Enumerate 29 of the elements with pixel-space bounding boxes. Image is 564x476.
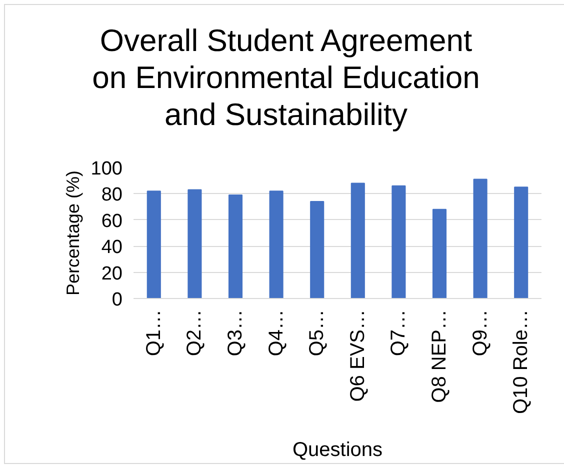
x-tick-label: Q10 Role…	[510, 309, 532, 414]
bar	[188, 189, 202, 298]
y-tick-label: 40	[101, 237, 123, 258]
bar	[228, 194, 243, 298]
bar	[269, 190, 284, 298]
x-tick-label: Q6 EVS…	[346, 309, 369, 402]
bar	[514, 186, 528, 298]
bar	[146, 190, 161, 298]
y-tick-label: 0	[112, 290, 123, 310]
bar	[310, 201, 324, 298]
chart-title: Overall Student Agreement on Environmental Education and Sustainability	[92, 22, 480, 134]
x-tick-label: Q7…	[388, 309, 410, 356]
y-tick-label: 100	[90, 158, 122, 180]
bar	[432, 208, 447, 298]
x-tick-label: Q3…	[224, 309, 246, 356]
y-tick-label: 20	[101, 263, 123, 284]
bar	[473, 178, 488, 298]
y-tick-label: 60	[101, 210, 123, 232]
x-tick-label: Q9…	[469, 309, 492, 356]
x-tick-label: Q5…	[306, 309, 328, 356]
x-tick-label: Q2…	[184, 309, 206, 356]
y-axis-title: Percentage (%)	[62, 170, 83, 296]
x-axis-title: Questions	[292, 438, 383, 461]
x-tick-label: Q8 NEP…	[428, 310, 450, 403]
bar	[392, 185, 406, 298]
x-tick-label: Q4…	[265, 309, 288, 356]
x-tick-label: Q1…	[142, 309, 165, 356]
bar	[350, 182, 365, 298]
y-tick-label: 80	[101, 184, 123, 206]
